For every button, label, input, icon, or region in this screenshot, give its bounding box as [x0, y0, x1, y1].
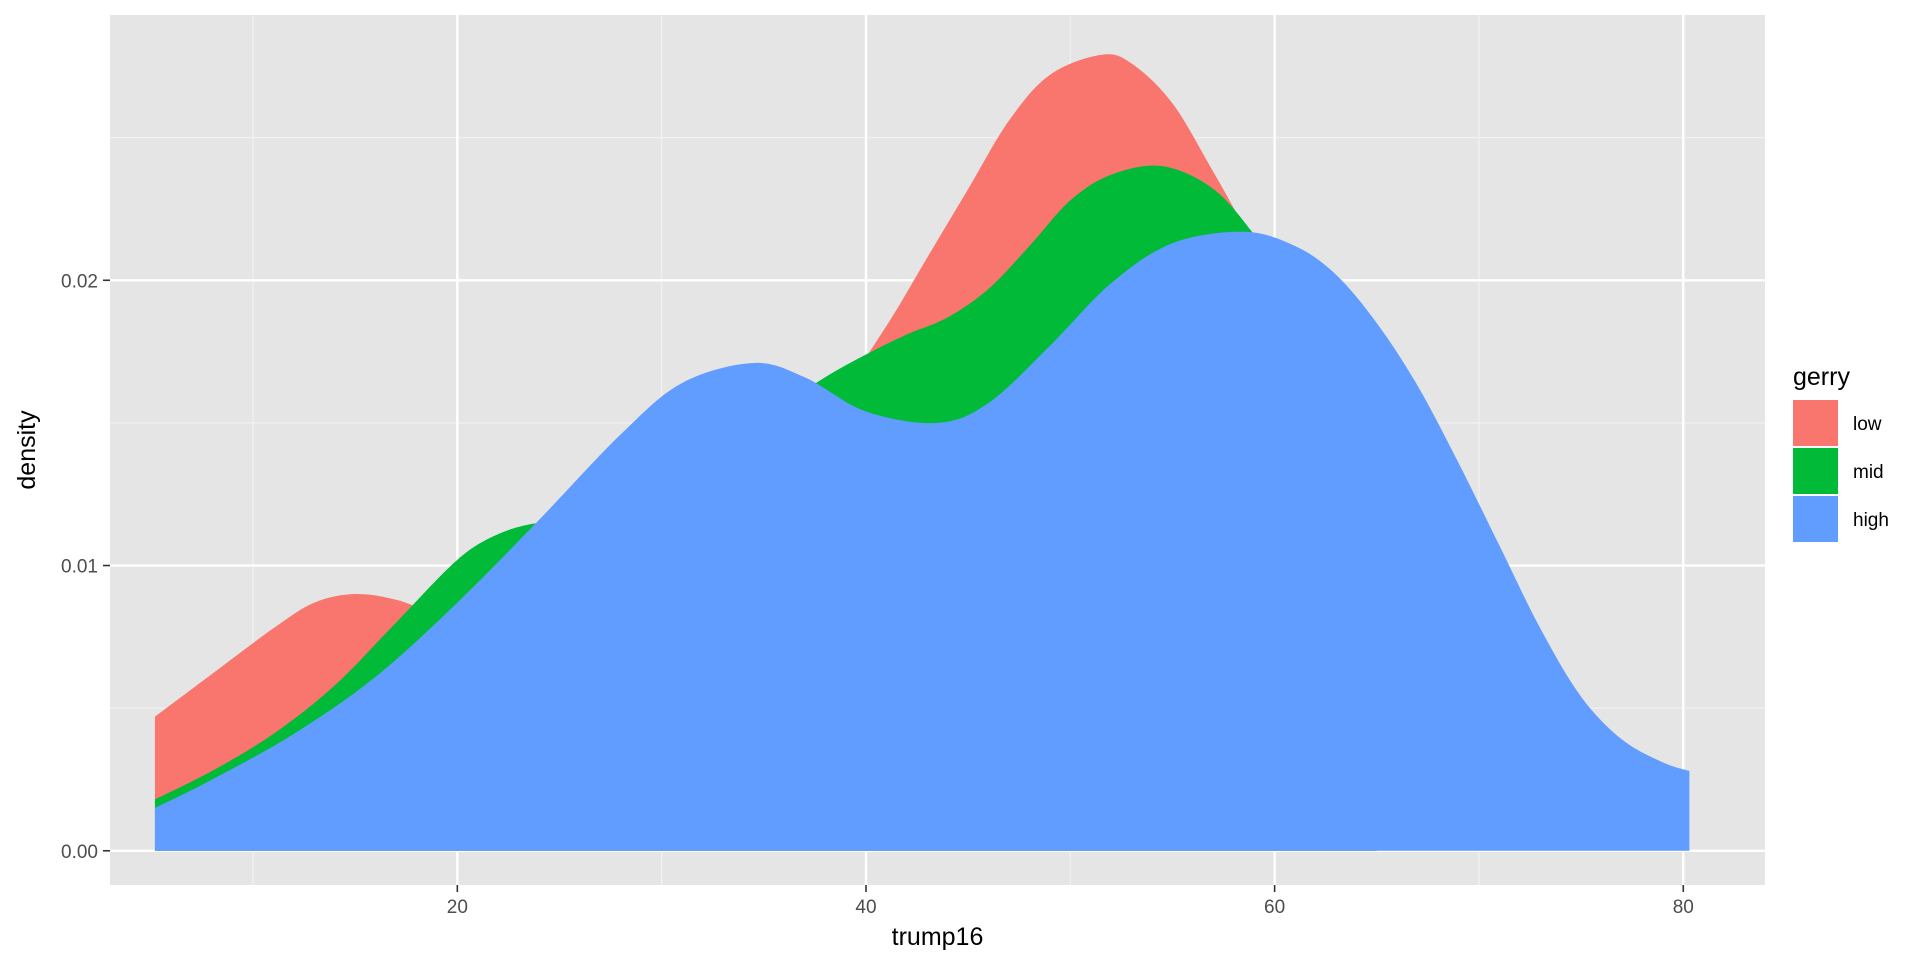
legend-label-mid: mid	[1853, 462, 1884, 483]
legend-label-high: high	[1853, 510, 1889, 531]
x-tick-label: 20	[447, 897, 468, 918]
legend-title: gerry	[1793, 363, 1850, 391]
y-tick-label: 0.01	[61, 557, 98, 578]
x-tick-label: 60	[1264, 897, 1285, 918]
legend-key-high	[1793, 496, 1838, 542]
x-axis-title: trump16	[892, 923, 984, 951]
density-areas	[154, 54, 1690, 851]
legend-label-low: low	[1853, 414, 1882, 435]
y-tick-label: 0.00	[61, 842, 98, 863]
legend-key-mid	[1793, 448, 1838, 494]
legend-key-low	[1793, 400, 1838, 446]
legend: gerry low mid high	[1793, 363, 1889, 542]
x-tick-label: 80	[1673, 897, 1694, 918]
axes: 20 40 60 80 0.00 0.01 0.02	[61, 271, 1694, 918]
y-tick-label: 0.02	[61, 271, 98, 292]
density-area-high	[154, 231, 1690, 851]
y-axis-title: density	[13, 410, 41, 490]
x-tick-label: 40	[855, 897, 876, 918]
